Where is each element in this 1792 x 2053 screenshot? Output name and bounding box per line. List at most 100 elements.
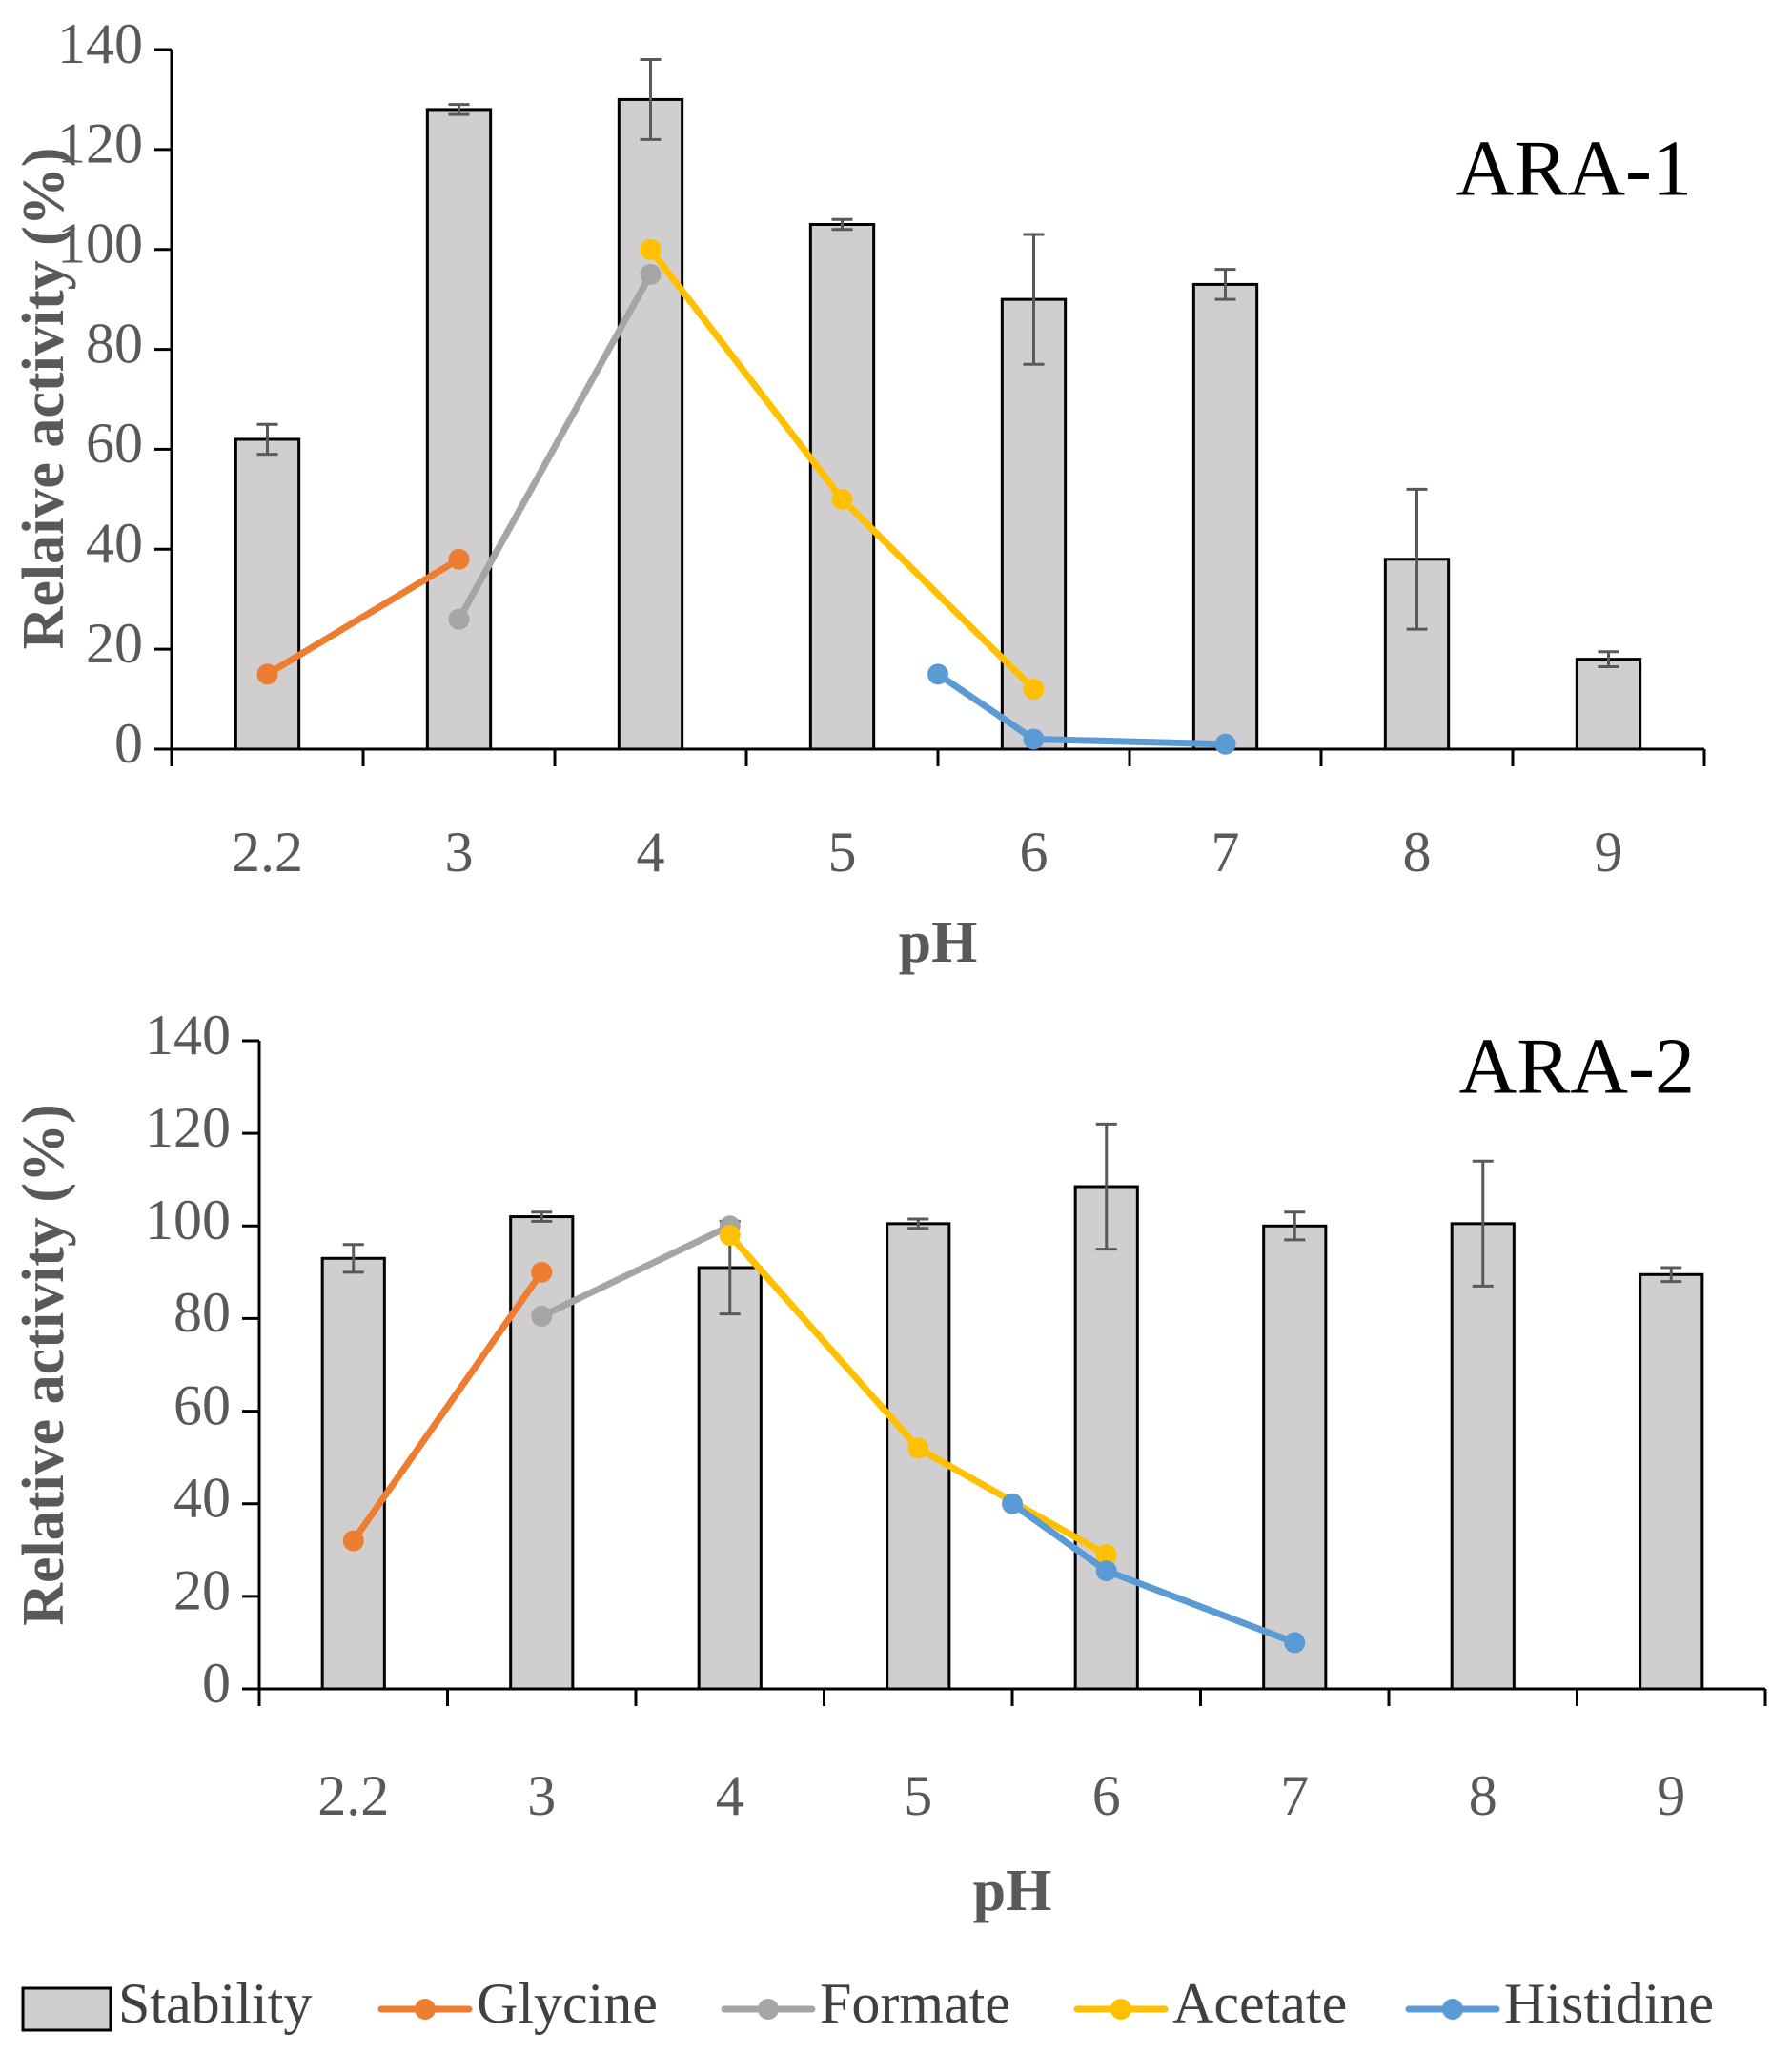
legend-item-acetate: Acetate: [1073, 1972, 1347, 2035]
error-bar-8: [1406, 487, 1428, 631]
stability-bar-2-2: [234, 437, 301, 751]
error-bar-6: [1023, 233, 1045, 366]
legend-label: Acetate: [1172, 1972, 1347, 2035]
legend-swatch: [21, 1986, 112, 2032]
series-point-glycine: [256, 663, 278, 685]
legend-swatch: [721, 1999, 816, 2020]
y-tick-label: 140: [57, 12, 143, 75]
legend-label: Formate: [820, 1972, 1010, 2035]
error-bar-7: [1214, 268, 1236, 301]
chart-panel-ara-1: ARA-1 Relaive activity (%) 0 20 40 60 80 100 120…: [11, 12, 1706, 975]
y-tick-label: 20: [86, 612, 143, 675]
y-tick-label: 20: [173, 1559, 231, 1622]
x-axis-title: pH: [973, 1859, 1052, 1923]
chart-legend: Stability Glycine Formate Acetate Histidine: [21, 1972, 1714, 2035]
y-tick-label: 60: [173, 1373, 231, 1436]
chart-title: ARA-1: [1456, 124, 1692, 213]
stability-bar-6: [1073, 1185, 1139, 1691]
y-tick-label: 0: [202, 1652, 231, 1715]
series-point-histidine: [1023, 728, 1045, 750]
x-tick-label: 9: [1657, 1764, 1685, 1827]
series-point-acetate: [1023, 679, 1045, 701]
x-tick-label: 3: [445, 821, 474, 884]
series-point-histidine: [1284, 1632, 1306, 1654]
x-tick-label: 7: [1280, 1764, 1309, 1827]
error-bar-3: [531, 1210, 553, 1223]
error-bar-8: [1472, 1159, 1494, 1288]
y-tick-label: 60: [86, 412, 143, 475]
stability-bar-5: [808, 223, 876, 751]
series-point-histidine: [1095, 1560, 1117, 1582]
legend-swatch: [377, 1999, 473, 2020]
stability-bar-7: [1262, 1224, 1328, 1691]
series-point-acetate: [907, 1437, 929, 1459]
error-bar-3: [448, 103, 470, 116]
x-tick-label: 8: [1403, 821, 1432, 884]
series-point-formate: [448, 608, 470, 630]
stability-bar-3: [425, 108, 493, 751]
series-point-glycine: [448, 548, 470, 570]
y-tick-label: 40: [86, 512, 143, 575]
x-tick-label: 5: [904, 1764, 932, 1827]
series-acetate: [640, 238, 1045, 701]
x-tick-label: 7: [1212, 821, 1240, 884]
stability-bar-7: [1191, 282, 1259, 751]
series-point-formate: [640, 263, 662, 285]
x-tick-label: 5: [828, 821, 857, 884]
series-line-glycine: [350, 1269, 545, 1545]
stability-bar-2-2: [320, 1256, 386, 1691]
legend-item-glycine: Glycine: [377, 1972, 658, 2035]
legend-item-formate: Formate: [721, 1972, 1010, 2035]
y-tick-label: 120: [57, 112, 143, 175]
error-bar-6: [1095, 1122, 1117, 1251]
series-point-histidine: [1002, 1493, 1023, 1514]
series-point-histidine: [927, 663, 948, 685]
y-tick-label: 80: [173, 1281, 231, 1344]
x-tick-label: 6: [1020, 821, 1049, 884]
x-tick-label: 8: [1469, 1764, 1497, 1827]
x-axis-title: pH: [899, 910, 978, 975]
series-glycine: [342, 1261, 553, 1552]
x-tick-label: 2.2: [317, 1764, 389, 1827]
y-tick-label: 120: [145, 1096, 231, 1159]
stability-bar-9: [1575, 658, 1642, 751]
y-tick-label: 80: [86, 312, 143, 375]
y-tick-label: 0: [114, 712, 143, 775]
y-tick-label: 40: [173, 1466, 231, 1529]
x-tick-label: 9: [1595, 821, 1623, 884]
x-tick-label: 4: [716, 1764, 744, 1827]
series-line-histidine: [934, 670, 1229, 748]
x-tick-label: 3: [527, 1764, 556, 1827]
series-line-formate: [456, 271, 654, 623]
error-bar-2-2: [342, 1243, 364, 1274]
series-point-histidine: [1214, 733, 1236, 755]
series-point-acetate: [640, 238, 662, 260]
series-formate: [448, 263, 662, 630]
series-histidine: [1002, 1493, 1306, 1654]
legend-item-histidine: Histidine: [1405, 1972, 1714, 2035]
error-bar-9: [1660, 1266, 1682, 1284]
legend-label: Glycine: [477, 1972, 658, 2035]
y-tick-label: 140: [145, 1004, 231, 1067]
legend-label: Histidine: [1504, 1972, 1714, 2035]
stability-bar-4: [697, 1266, 763, 1691]
legend-label: Stability: [118, 1972, 312, 2035]
x-tick-label: 2.2: [232, 821, 303, 884]
series-point-acetate: [1095, 1544, 1117, 1566]
error-bar-5: [907, 1217, 929, 1230]
stability-bar-8: [1450, 1222, 1516, 1691]
stability-bar-3: [509, 1215, 575, 1691]
legend-swatch: [1405, 1999, 1500, 2020]
stability-bar-9: [1639, 1272, 1704, 1691]
series-point-glycine: [342, 1530, 364, 1552]
error-bar-7: [1284, 1210, 1306, 1242]
error-bar-2-2: [256, 422, 278, 457]
y-tick-label: 100: [57, 212, 143, 274]
error-bar-5: [831, 217, 853, 232]
legend-swatch: [1073, 1999, 1169, 2020]
stability-bar-6: [1000, 297, 1068, 751]
x-tick-label: 6: [1092, 1764, 1121, 1827]
stability-bar-4: [617, 97, 684, 751]
y-axis-title: Relative activity (%): [11, 1104, 76, 1625]
